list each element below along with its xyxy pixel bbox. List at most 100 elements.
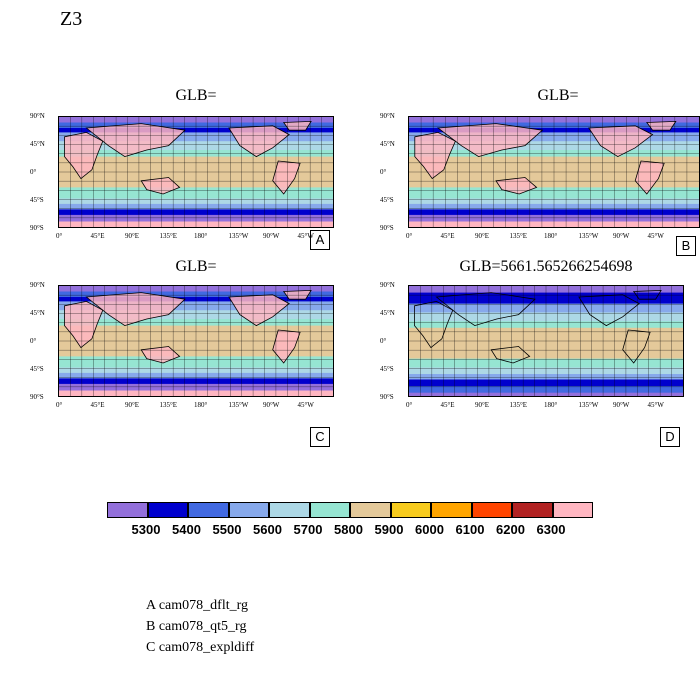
- page-title: Z3: [60, 8, 83, 30]
- colorbar-label: 5700: [293, 522, 323, 537]
- lon-tick-label: 90°E: [125, 232, 140, 240]
- map-image: [409, 286, 683, 396]
- lat-tick-label: 45°S: [380, 365, 394, 373]
- land-field-patch: [283, 290, 312, 300]
- map-panel-a: [58, 116, 334, 228]
- continent-outline: [85, 292, 186, 327]
- lat-tick-label: 0°: [30, 337, 37, 345]
- lon-tick-label: 180°: [544, 401, 558, 409]
- colorbar-swatch: [147, 502, 188, 518]
- lat-tick-label: 45°N: [380, 309, 395, 317]
- lon-tick-label: 45°E: [90, 232, 105, 240]
- lon-tick-label: 90°E: [475, 401, 490, 409]
- land-field-patch: [86, 123, 185, 157]
- continent-outline: [588, 125, 654, 158]
- colorbar: [107, 502, 593, 518]
- lon-tick-label: 180°: [194, 232, 208, 240]
- lon-tick-label: 180°: [544, 232, 558, 240]
- lat-tick-label: 0°: [380, 168, 387, 176]
- land-field-patch: [86, 292, 185, 326]
- land-field-patch: [141, 177, 180, 194]
- panel-letter-b: B: [676, 236, 696, 256]
- lon-tick-label: 90°W: [263, 232, 280, 240]
- lon-tick-label: 0°: [56, 401, 63, 409]
- lon-tick-label: 45°E: [440, 401, 455, 409]
- land-field-patch: [283, 121, 312, 131]
- map-panel-d: [408, 285, 684, 397]
- lon-tick-label: 0°: [406, 401, 413, 409]
- lat-tick-label: 90°S: [380, 224, 394, 232]
- legend-line-c: C cam078_expldiff: [146, 640, 255, 655]
- lon-tick-label: 0°: [406, 232, 413, 240]
- lon-tick-label: 45°W: [297, 232, 314, 240]
- lon-tick-label: 45°E: [440, 232, 455, 240]
- colorbar-swatch: [228, 502, 269, 518]
- continent-outline: [140, 177, 181, 195]
- land-field-patch: [496, 177, 537, 194]
- colorbar-swatch: [107, 502, 148, 518]
- lat-tick-label: 90°N: [30, 112, 45, 120]
- lat-tick-label: 90°S: [380, 393, 394, 401]
- continent-outline: [578, 294, 640, 327]
- land-field-patch: [272, 330, 301, 363]
- colorbar-label: 6300: [536, 522, 566, 537]
- map-panel-b: [408, 116, 700, 228]
- lon-tick-label: 45°E: [90, 401, 105, 409]
- lon-tick-label: 180°: [194, 401, 208, 409]
- lon-tick-label: 0°: [56, 232, 63, 240]
- land-field-patch: [272, 161, 301, 194]
- continent-outline: [228, 294, 290, 327]
- colorbar-swatch: [309, 502, 350, 518]
- lat-tick-label: 0°: [380, 337, 387, 345]
- lat-tick-label: 90°N: [380, 281, 395, 289]
- lon-tick-label: 135°E: [159, 401, 178, 409]
- lat-tick-label: 90°S: [30, 393, 44, 401]
- colorbar-swatch: [512, 502, 553, 518]
- colorbar-label: 5400: [172, 522, 201, 537]
- continent-outline: [140, 346, 181, 364]
- lon-tick-label: 45°W: [647, 401, 664, 409]
- colorbar-label: 5500: [212, 522, 242, 537]
- panel-d-title: GLB=5661.565266254698: [459, 258, 633, 275]
- lon-tick-label: 45°W: [647, 232, 664, 240]
- lat-tick-label: 45°S: [30, 365, 44, 373]
- lon-tick-label: 90°W: [263, 401, 280, 409]
- lon-tick-label: 90°W: [613, 232, 630, 240]
- colorbar-swatch: [390, 502, 431, 518]
- legend-line-b: B cam078_qt5_rg: [146, 619, 247, 634]
- continent-outline: [490, 346, 531, 364]
- land-field-patch: [646, 121, 676, 131]
- colorbar-swatch: [269, 502, 310, 518]
- map-image: [59, 286, 333, 396]
- panel-b-title: GLB=: [537, 87, 579, 104]
- map-image: [409, 117, 699, 227]
- lon-tick-label: 135°E: [159, 232, 178, 240]
- map-image: [59, 117, 333, 227]
- lat-tick-label: 45°S: [30, 196, 44, 204]
- legend-line-a: A cam078_dflt_rg: [146, 598, 249, 613]
- lon-tick-label: 135°E: [509, 232, 528, 240]
- colorbar-label: 6100: [455, 522, 485, 537]
- continent-outline: [436, 123, 544, 158]
- continent-outline: [228, 125, 290, 158]
- continent-outline: [85, 123, 186, 158]
- lon-tick-label: 90°E: [125, 401, 140, 409]
- colorbar-swatch: [431, 502, 472, 518]
- panel-letter-c: C: [310, 427, 330, 447]
- lat-tick-label: 45°S: [380, 196, 394, 204]
- lat-tick-label: 90°S: [30, 224, 44, 232]
- colorbar-label: 5600: [253, 522, 282, 537]
- land-field-patch: [635, 161, 665, 194]
- colorbar-swatch: [188, 502, 229, 518]
- land-field-patch: [438, 123, 543, 157]
- continent-outline: [495, 177, 538, 195]
- lat-tick-label: 90°N: [380, 112, 395, 120]
- lat-tick-label: 45°N: [380, 140, 395, 148]
- lon-tick-label: 135°W: [228, 232, 249, 240]
- colorbar-swatch: [552, 502, 593, 518]
- colorbar-label: 5300: [131, 522, 161, 537]
- land-field-patch: [141, 346, 180, 363]
- panel-letter-a: A: [310, 230, 330, 250]
- land-field-patch: [228, 125, 290, 157]
- lon-tick-label: 90°E: [475, 232, 490, 240]
